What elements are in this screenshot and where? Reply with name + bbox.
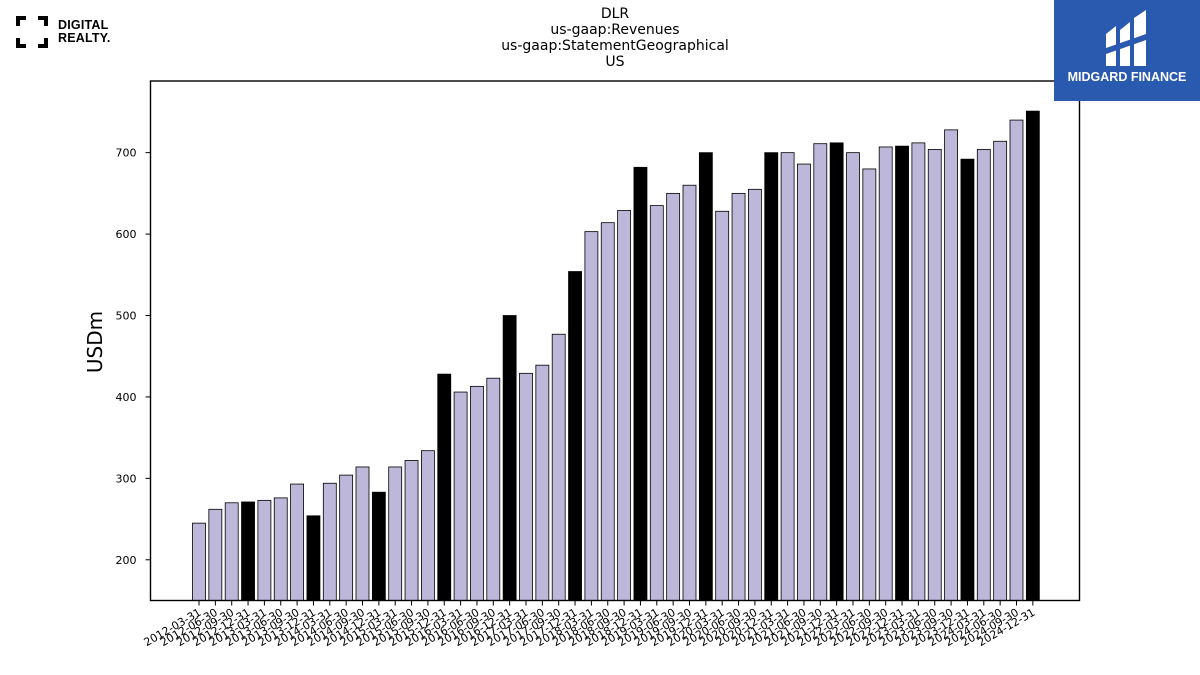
- bar-2023-09-30: [944, 129, 958, 601]
- digital-realty-mark-icon: [16, 16, 48, 48]
- bar-2023-03-31: [911, 142, 926, 601]
- midgard-logo-icon: [1106, 10, 1146, 66]
- y-tick-label: 600: [116, 228, 137, 241]
- bar-2012-06-30: [208, 508, 223, 601]
- bar-2021-09-30: [813, 143, 828, 601]
- bar-2012-03-31: [192, 522, 206, 601]
- bar-2018-12-31: [633, 166, 648, 601]
- bar-2023-06-30: [927, 148, 942, 601]
- bar-2015-06-30: [404, 460, 419, 601]
- y-tick-label: 300: [116, 472, 137, 485]
- bar-2019-12-31: [698, 152, 713, 601]
- title-line-axis: us-gaap:StatementGeographical: [501, 38, 729, 54]
- y-tick-label: 700: [116, 147, 137, 160]
- bar-2014-12-31: [371, 491, 386, 601]
- midgard-finance-badge: MIDGARD FINANCE: [1054, 0, 1200, 101]
- bar-2022-06-30: [862, 168, 877, 601]
- bar-2020-06-30: [731, 192, 746, 601]
- bar-2021-03-31: [780, 152, 795, 601]
- logo-line1: DIGITAL: [58, 18, 109, 32]
- digital-realty-wordmark: DIGITAL REALTY.: [58, 19, 111, 44]
- bar-2015-09-30: [420, 450, 435, 601]
- bar-2017-09-30: [551, 333, 566, 601]
- bar-2015-12-31: [437, 373, 452, 601]
- bar-2021-06-30: [797, 163, 811, 601]
- bar-2014-06-30: [339, 474, 354, 601]
- bar-2012-09-30: [224, 502, 239, 601]
- midgard-finance-name: MIDGARD FINANCE: [1067, 70, 1187, 84]
- bar-2016-12-31: [502, 315, 517, 601]
- bar-2012-12-31: [241, 501, 255, 601]
- bar-2013-03-31: [257, 499, 272, 601]
- y-axis: 200 300 400 500 600 700: [116, 147, 151, 567]
- bar-2015-03-31: [388, 466, 403, 601]
- bar-2024-03-31: [976, 148, 991, 601]
- bar-2021-12-31: [829, 142, 844, 601]
- bar-2020-12-31: [764, 152, 779, 601]
- bar-2016-03-31: [453, 391, 468, 601]
- bar-2017-06-30: [535, 364, 550, 601]
- bar-2018-03-31: [584, 231, 599, 601]
- bar-2023-12-31: [960, 158, 975, 601]
- bar-2022-09-30: [878, 146, 893, 601]
- y-axis-label: USDm: [83, 311, 107, 373]
- bar-2018-06-30: [600, 222, 615, 601]
- bar-2014-09-30: [355, 466, 370, 601]
- title-line-ticker: DLR: [600, 6, 630, 22]
- y-tick-label: 500: [116, 310, 137, 323]
- bar-2019-09-30: [682, 184, 697, 601]
- bar-2019-03-31: [649, 205, 664, 601]
- title-line-member: US: [605, 54, 625, 70]
- logo-line2: REALTY.: [58, 30, 111, 45]
- bar-series: [192, 110, 1040, 601]
- bar-2020-03-31: [715, 210, 730, 601]
- bar-2017-03-31: [519, 372, 533, 601]
- bar-2018-09-30: [617, 210, 631, 601]
- bar-2024-12-31: [1025, 110, 1040, 601]
- bar-2013-12-31: [306, 515, 321, 601]
- plot-frame: [149, 80, 1081, 602]
- bar-2013-06-30: [273, 497, 288, 601]
- bar-2016-09-30: [486, 377, 501, 601]
- bar-2014-03-31: [322, 482, 337, 601]
- title-line-concept: us-gaap:Revenues: [550, 22, 680, 38]
- bar-2019-06-30: [666, 192, 681, 601]
- bar-2020-09-30: [748, 188, 762, 601]
- bar-2022-03-31: [846, 152, 860, 601]
- bar-2024-06-30: [993, 140, 1008, 601]
- bar-2024-09-30: [1009, 119, 1024, 601]
- digital-realty-logo: DIGITAL REALTY.: [14, 14, 124, 50]
- bar-2022-12-31: [895, 145, 909, 601]
- bar-2013-09-30: [290, 483, 305, 601]
- bar-2016-06-30: [470, 385, 484, 601]
- y-tick-label: 200: [116, 554, 137, 567]
- bar-2017-12-31: [568, 271, 582, 601]
- x-axis: 2012-03-312012-06-302012-09-302012-12-31…: [142, 600, 1037, 649]
- y-tick-label: 400: [116, 391, 137, 404]
